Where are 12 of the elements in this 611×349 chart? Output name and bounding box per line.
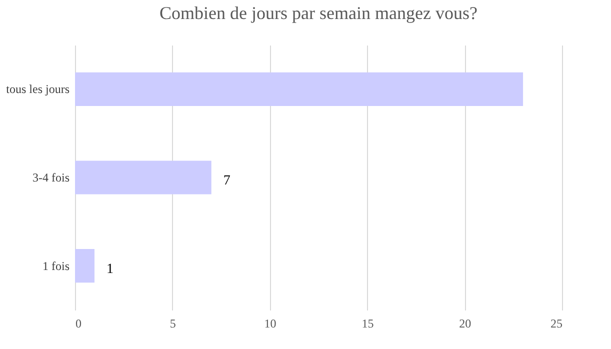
x-tick-label: 20 (459, 316, 472, 330)
x-tick-label: 25 (550, 316, 562, 330)
x-tick-label: 10 (264, 316, 276, 330)
y-tick-label: tous les jours (6, 82, 70, 96)
data-label: 7 (223, 174, 230, 188)
x-tick-label: 0 (76, 316, 82, 330)
x-tick-label: 15 (362, 316, 374, 330)
data-label: 1 (106, 262, 114, 277)
y-tick-label: 1 fois (42, 258, 70, 273)
x-tick-label: 5 (170, 316, 176, 330)
y-tick-label: 3-4 fois (32, 170, 70, 184)
chart-title: Combien de jours par semain mangez vous? (160, 3, 478, 23)
